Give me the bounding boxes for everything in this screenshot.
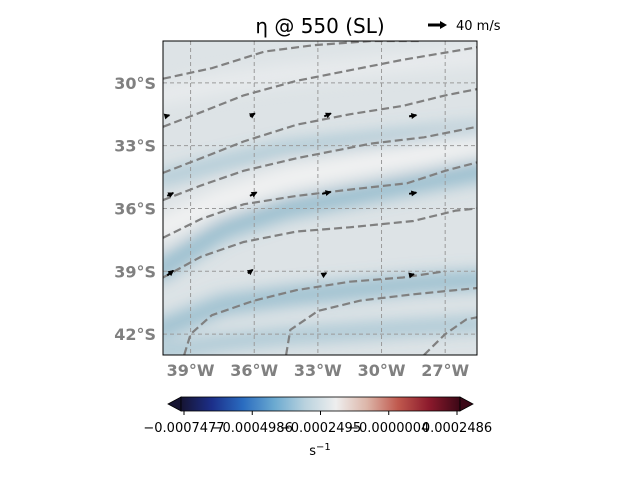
- velocity-arrow: [408, 272, 415, 279]
- map-title: η @ 550 (SL): [255, 14, 384, 38]
- contour-line: [163, 88, 477, 174]
- map-frame: [162, 40, 478, 356]
- velocity-arrow: [320, 272, 328, 279]
- quiver-key-arrowhead: [440, 21, 447, 29]
- velocity-arrow: [323, 112, 332, 119]
- lon-tick-label: 39°W: [167, 361, 215, 380]
- velocity-arrow: [166, 192, 175, 198]
- velocity-arrow: [248, 112, 256, 119]
- velocity-arrow: [166, 269, 175, 277]
- colorbar-tick-label: 0.0002486: [422, 421, 492, 436]
- velocity-arrow: [408, 113, 418, 119]
- colorbar-unit-exp: −1: [316, 442, 331, 453]
- lat-tick-labels: 30°S 33°S 36°S 39°S 42°S: [114, 74, 156, 344]
- colorbar-tick-label: −0.0002495: [280, 421, 361, 436]
- contour-line: [163, 125, 477, 202]
- map-panel: [163, 41, 477, 355]
- colorbar-tick-label: −0.0004986: [212, 421, 293, 436]
- colorbar: −0.0007477−0.0004986−0.0002495−0.0000004…: [143, 396, 492, 459]
- colorbar-unit: s: [309, 444, 316, 459]
- contours: [163, 41, 477, 355]
- velocity-arrow: [246, 268, 254, 276]
- lon-tick-label: 36°W: [230, 361, 278, 380]
- velocity-arrow: [408, 190, 418, 197]
- contour-line: [423, 316, 477, 355]
- colorbar-extend-min: [167, 396, 182, 412]
- lat-tick-label: 36°S: [114, 199, 156, 218]
- contour-line: [183, 270, 446, 355]
- colorbar-body: [180, 396, 461, 412]
- contour-line: [163, 207, 477, 279]
- lat-tick-label: 30°S: [114, 74, 156, 93]
- colorbar-tick-label: −0.0007477: [143, 421, 224, 436]
- velocity-arrow: [163, 113, 171, 120]
- lon-tick-label: 33°W: [294, 361, 342, 380]
- quiver-key-label: 40 m/s: [456, 19, 501, 34]
- contour-line: [163, 46, 477, 128]
- colorbar-unit-label: s−1: [309, 442, 331, 459]
- field-band: [163, 123, 477, 185]
- colorbar-tick-label: −0.0000004: [348, 421, 429, 436]
- lat-tick-label: 33°S: [114, 137, 156, 156]
- velocity-arrow: [321, 190, 332, 196]
- contour-line: [285, 286, 477, 355]
- colorbar-extend-max: [459, 396, 474, 412]
- contour-line: [163, 41, 420, 80]
- velocity-arrow: [249, 191, 258, 198]
- lat-tick-label: 39°S: [114, 262, 156, 281]
- lon-tick-labels: 39°W 36°W 33°W 30°W 27°W: [167, 361, 470, 380]
- lon-tick-label: 30°W: [358, 361, 406, 380]
- lat-tick-label: 42°S: [114, 325, 156, 344]
- colorbar-ticks: −0.0007477−0.0004986−0.0002495−0.0000004…: [143, 411, 492, 436]
- contour-line: [163, 161, 477, 239]
- velocity-vectors: [163, 112, 418, 279]
- quiver-key: 40 m/s: [428, 19, 501, 34]
- field-band: [163, 131, 477, 240]
- lon-tick-label: 27°W: [421, 361, 469, 380]
